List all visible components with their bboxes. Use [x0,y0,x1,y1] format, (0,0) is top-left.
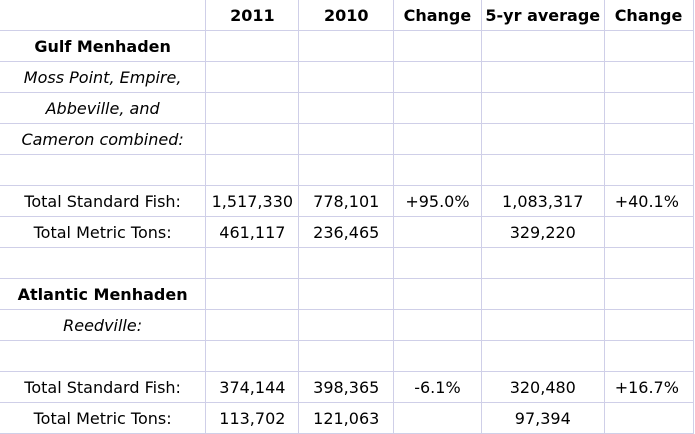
atlantic-location-line-1: Reedville: [0,309,207,341]
atlantic-tons-label: Total Metric Tons: [0,402,207,434]
header-row: 2011 2010 Change 5-yr average Change [0,0,695,31]
header-change-vs-average: Change [603,0,695,31]
gulf-fish-5yr-average: 1,083,317 [480,185,605,217]
header-change: Change [393,0,482,31]
atlantic-fish-label: Total Standard Fish: [0,371,207,403]
atlantic-tons-change-vs-average [603,402,695,434]
atlantic-tons-2011: 113,702 [205,402,300,434]
gulf-fish-2010: 778,101 [298,185,394,217]
atlantic-fish-row: Total Standard Fish: 374,144 398,365 -6.… [0,371,695,403]
gulf-location-line-3: Cameron combined: [0,123,207,155]
gulf-tons-change [393,216,482,248]
gulf-sub-row-2: Abbeville, and [0,92,695,124]
atlantic-tons-5yr-average: 97,394 [480,402,605,434]
gulf-tons-2010: 236,465 [298,216,394,248]
gulf-sub-row-1: Moss Point, Empire, [0,61,695,93]
gulf-fish-label: Total Standard Fish: [0,185,207,217]
spacer-row [0,154,695,186]
header-5yr-average: 5-yr average [480,0,605,31]
header-2010: 2010 [298,0,394,31]
gulf-fish-row: Total Standard Fish: 1,517,330 778,101 +… [0,185,695,217]
atlantic-fish-change-vs-average: +16.7% [603,371,695,403]
atlantic-fish-5yr-average: 320,480 [480,371,605,403]
gulf-title-row: Gulf Menhaden [0,30,695,62]
gulf-fish-change-vs-average: +40.1% [603,185,695,217]
gulf-tons-row: Total Metric Tons: 461,117 236,465 329,2… [0,216,695,248]
gulf-location-line-1: Moss Point, Empire, [0,61,207,93]
atlantic-title-row: Atlantic Menhaden [0,278,695,310]
header-2011: 2011 [205,0,300,31]
atlantic-fish-change: -6.1% [393,371,482,403]
gulf-tons-label: Total Metric Tons: [0,216,207,248]
atlantic-fish-2011: 374,144 [205,371,300,403]
gulf-tons-2011: 461,117 [205,216,300,248]
atlantic-sub-row-1: Reedville: [0,309,695,341]
gulf-sub-row-3: Cameron combined: [0,123,695,155]
header-blank-cell [0,0,207,31]
atlantic-fish-2010: 398,365 [298,371,394,403]
atlantic-tons-row: Total Metric Tons: 113,702 121,063 97,39… [0,402,695,434]
gulf-location-line-2: Abbeville, and [0,92,207,124]
gulf-tons-5yr-average: 329,220 [480,216,605,248]
atlantic-section-title: Atlantic Menhaden [0,278,207,310]
gulf-tons-change-vs-average [603,216,695,248]
gulf-fish-2011: 1,517,330 [205,185,300,217]
gulf-section-title: Gulf Menhaden [0,30,207,62]
gulf-fish-change: +95.0% [393,185,482,217]
spacer-row [0,247,695,279]
atlantic-tons-2010: 121,063 [298,402,394,434]
spacer-row [0,340,695,372]
atlantic-tons-change [393,402,482,434]
